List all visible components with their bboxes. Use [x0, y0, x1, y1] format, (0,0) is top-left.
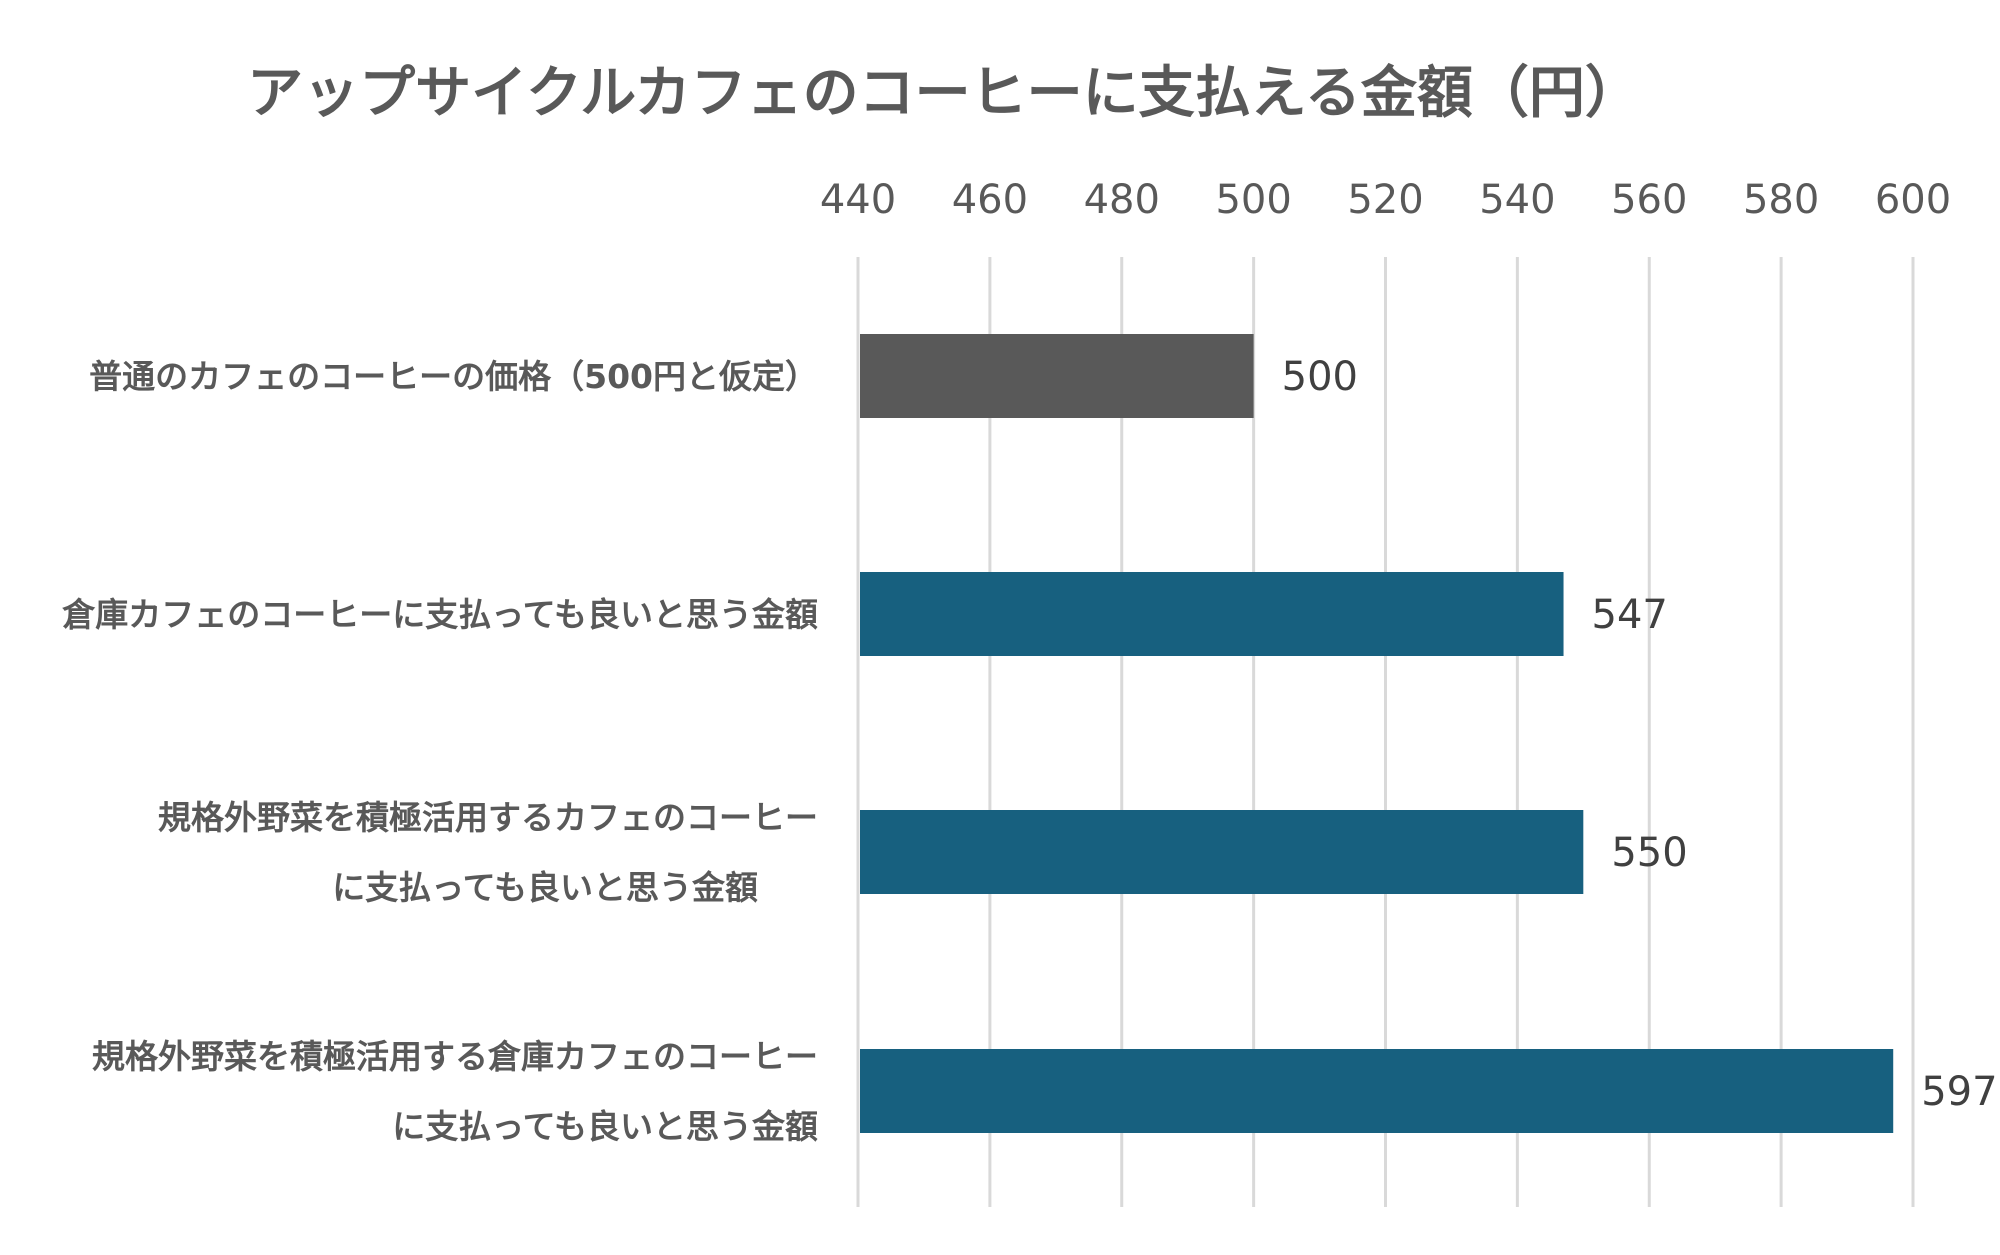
x-tick-label: 600	[1875, 177, 1951, 223]
x-tick-label: 560	[1611, 177, 1687, 223]
x-tick-label: 540	[1479, 177, 1555, 223]
category-label: 規格外野菜を積極活用するカフェのコーヒー	[158, 798, 818, 837]
x-tick-label: 480	[1084, 177, 1160, 223]
x-tick-label: 440	[820, 177, 896, 223]
x-tick-label: 520	[1347, 177, 1423, 223]
x-tick-label: 500	[1215, 177, 1291, 223]
category-label: 普通のカフェのコーヒーの価格（500円と仮定）	[89, 357, 818, 396]
bars	[860, 334, 1894, 1133]
data-label: 547	[1592, 592, 1668, 638]
category-label: に支払っても良いと思う金額	[392, 1107, 818, 1146]
category-label: 倉庫カフェのコーヒーに支払っても良いと思う金額	[61, 595, 818, 634]
chart-title: アップサイクルカフェのコーヒーに支払える金額（円）	[247, 61, 1641, 126]
data-label: 597	[1921, 1069, 1997, 1115]
x-tick-label: 580	[1743, 177, 1819, 223]
data-label: 550	[1611, 830, 1687, 876]
bar	[860, 810, 1584, 894]
bar	[860, 572, 1564, 656]
data-labels: 500 547 550 597	[1282, 354, 1998, 1115]
x-axis-ticks: 440 460 480 500 520 540 560 580 600	[820, 177, 1951, 223]
bar	[860, 334, 1254, 418]
category-label: に支払っても良いと思う金額	[332, 868, 758, 907]
bar	[860, 1049, 1894, 1133]
category-label: 規格外野菜を積極活用する倉庫カフェのコーヒー	[92, 1037, 818, 1076]
x-tick-label: 460	[952, 177, 1028, 223]
data-label: 500	[1282, 354, 1358, 400]
category-labels: 普通のカフェのコーヒーの価格（500円と仮定） 倉庫カフェのコーヒーに支払っても良…	[61, 357, 818, 1146]
